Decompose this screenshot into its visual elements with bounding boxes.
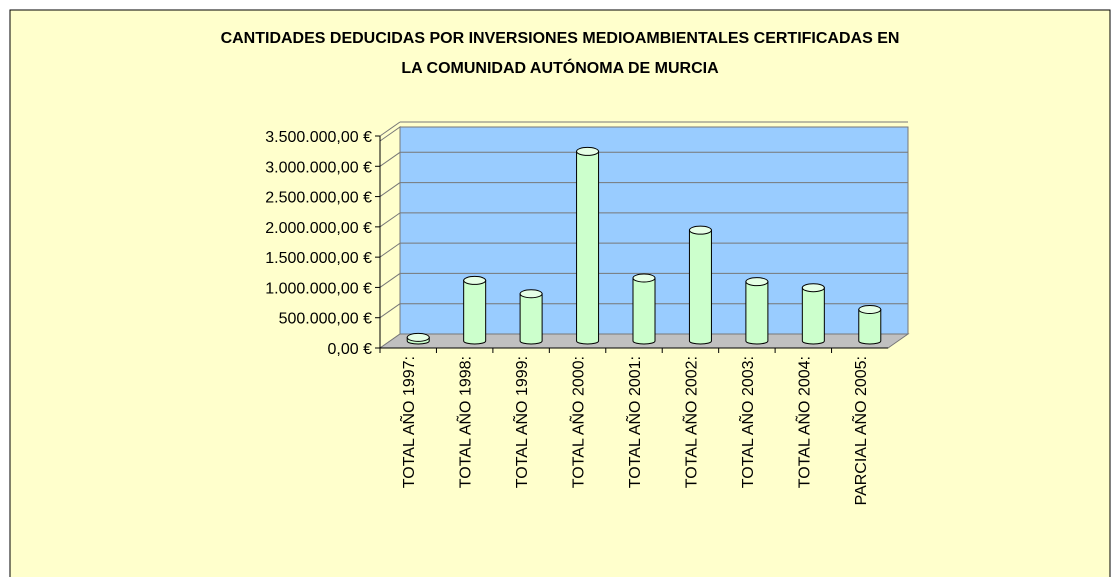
bar [519, 293, 543, 345]
bar [632, 277, 656, 345]
bar-top [576, 146, 600, 156]
bar [801, 287, 825, 345]
y-tick-label: 1.500.000,00 € [265, 250, 372, 267]
y-tick-label: 2.500.000,00 € [265, 190, 372, 207]
side-wall [379, 126, 401, 349]
bar [463, 279, 487, 345]
grid-line [379, 182, 401, 197]
x-tick-label: TOTAL AÑO 1998: [455, 356, 475, 488]
chart-title: CANTIDADES DEDUCIDAS POR INVERSIONES MED… [221, 30, 900, 47]
y-tick-label: 3.000.000,00 € [265, 159, 372, 176]
grid-line [379, 151, 401, 167]
grid-line [379, 273, 401, 288]
bar-top [463, 275, 487, 285]
x-tick-label: TOTAL AÑO 2000: [568, 356, 588, 488]
x-tick-label: TOTAL AÑO 2001: [624, 356, 644, 488]
bar [576, 150, 600, 345]
x-tick-label: TOTAL AÑO 1997: [398, 356, 418, 488]
grid-line [379, 121, 401, 137]
grid-line [379, 212, 401, 228]
y-tick-label: 3.500.000,00 € [265, 129, 372, 146]
bar-top [632, 273, 656, 283]
bar-top [406, 332, 430, 342]
bar [745, 281, 769, 345]
x-tick-label: PARCIAL AÑO 2005: [850, 356, 870, 505]
bar [858, 309, 882, 345]
bar-top [745, 277, 769, 287]
y-tick-label: 0,00 € [328, 341, 373, 358]
y-tick-label: 500.000,00 € [279, 311, 373, 328]
y-tick-label: 2.000.000,00 € [265, 220, 372, 237]
y-tick-label: 1.000.000,00 € [265, 280, 372, 297]
bar [688, 229, 712, 345]
x-tick-label: TOTAL AÑO 1999: [511, 356, 531, 488]
x-tick-label: TOTAL AÑO 2002: [680, 356, 700, 488]
chart-subtitle: LA COMUNIDAD AUTÓNOMA DE MURCIA [401, 58, 719, 77]
grid-line [379, 303, 401, 319]
bar-top [858, 305, 882, 315]
grid-line [379, 242, 401, 258]
bar-top [519, 289, 543, 299]
bar-top [688, 225, 712, 235]
x-tick-label: TOTAL AÑO 2004: [793, 356, 813, 488]
bar-top [801, 283, 825, 293]
x-tick-label: TOTAL AÑO 2003: [737, 356, 757, 488]
